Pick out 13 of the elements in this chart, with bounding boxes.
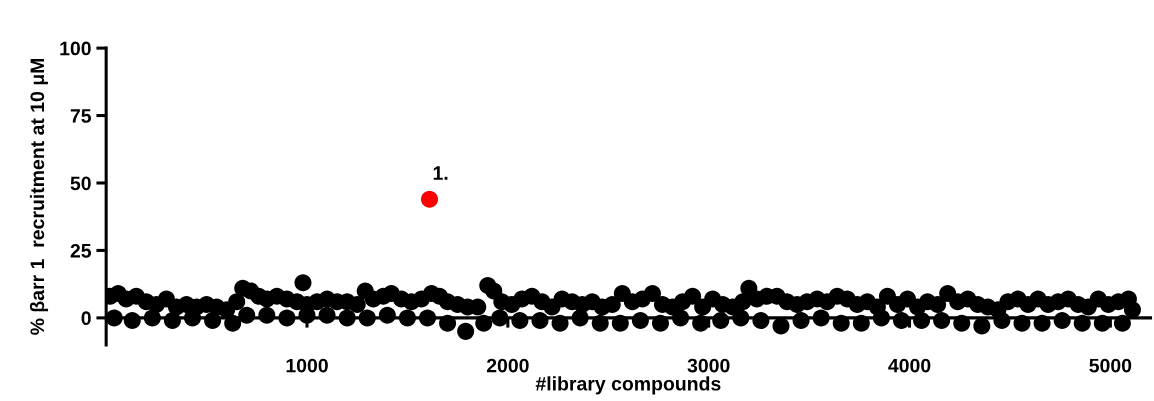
- x-tick-label: 2000: [486, 358, 529, 373]
- x-tick-label: 5000: [1089, 358, 1132, 373]
- x-tick-label: 4000: [888, 358, 931, 373]
- annotation: 1.: [433, 166, 448, 180]
- x-axis-title: #library compounds: [535, 376, 721, 395]
- y-tick-label: 25: [70, 243, 92, 258]
- y-tick-label: 50: [70, 176, 91, 191]
- x-tick-label: 1000: [286, 358, 328, 373]
- y-tick-label: 100: [60, 41, 91, 56]
- y-axis-title: % βarr 1 recruitment at 10 μM: [29, 58, 49, 335]
- x-tick-label: 3000: [687, 358, 730, 373]
- y-tick-label: 0: [81, 311, 91, 326]
- y-tick-label: 75: [70, 109, 92, 123]
